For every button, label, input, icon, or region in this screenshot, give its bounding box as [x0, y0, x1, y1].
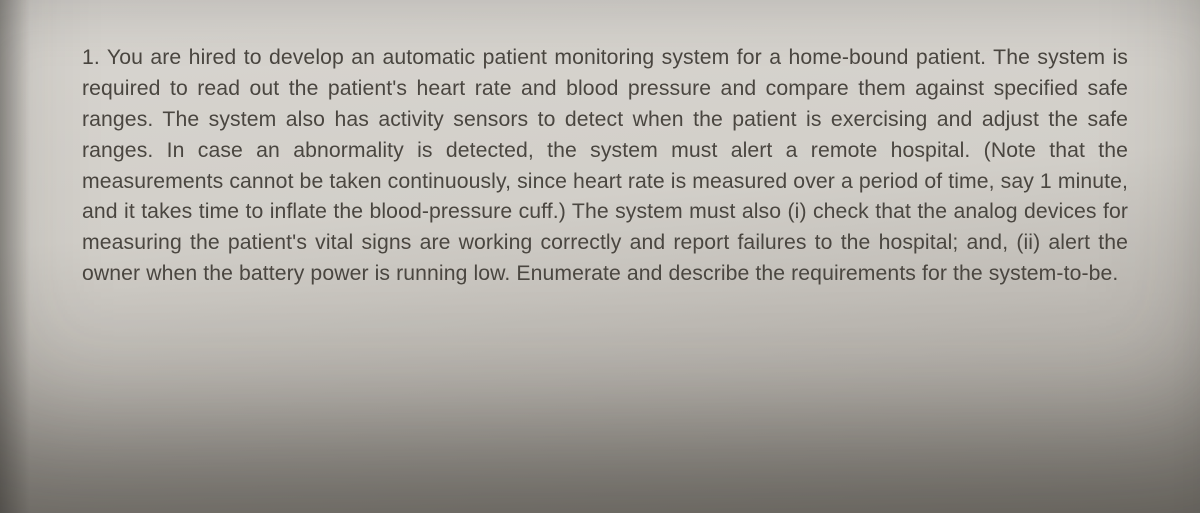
document-page: 1. You are hired to develop an automatic…: [0, 0, 1200, 311]
question-number: 1.: [82, 46, 100, 69]
question-text: You are hired to develop an automatic pa…: [82, 46, 1128, 285]
question-paragraph: 1. You are hired to develop an automatic…: [82, 43, 1128, 290]
